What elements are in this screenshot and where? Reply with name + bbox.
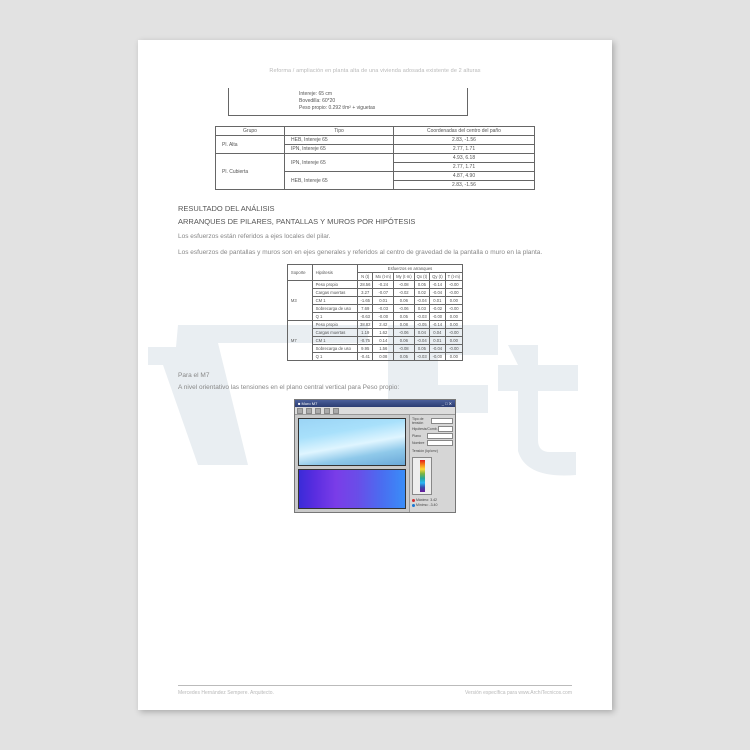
table-row: Sobrecarga de uso7.69-0.03-0.060.03-0.02… (287, 305, 462, 313)
canvas-area (295, 415, 409, 512)
table-row: Q 1-0.63-0.000.05-0.03-0.000.00 (287, 313, 462, 321)
table-row: Cargas muertas1.191.62-0.060.040.04-0.00 (287, 329, 462, 337)
page-footer: Mercedes Hernández Sempere. Arquitecto. … (178, 685, 572, 696)
table-row: Sobrecarga de uso9.951.56-0.080.05-0.04-… (287, 345, 462, 353)
color-legend (412, 457, 432, 495)
min-value: Mínimo: -3.40 (416, 503, 437, 507)
footer-left: Mercedes Hernández Sempere. Arquitecto. (178, 690, 274, 696)
table-row: CM 1-0.750.140.06-0.040.010.00 (287, 337, 462, 345)
table-row: Pl. CubiertaIPN, Intereje 654.93, 6.18 (216, 154, 535, 163)
window-title: ■ Muro M7 (298, 401, 317, 406)
col-header: Grupo (216, 127, 285, 136)
panel-label: Tipo de tensión (412, 417, 431, 425)
legend-title: Tensión (kp/cm²) (412, 449, 453, 453)
stress-plot-bottom (298, 469, 406, 509)
dropdown-field (427, 433, 453, 439)
dot-icon (412, 504, 415, 507)
page-content: Reforma / ampliación en planta alta de u… (178, 68, 572, 513)
legend-bar (420, 460, 425, 492)
toolbar-icon (297, 408, 303, 414)
window-titlebar: ■ Muro M7 _ □ ✕ (295, 400, 455, 407)
table-row: Q 1-0.410.080.05-0.03-0.000.00 (287, 353, 462, 361)
dropdown-field (427, 440, 453, 446)
paragraph: Para el M7 (178, 371, 572, 381)
col-header: Coordenadas del centro del paño (394, 127, 535, 136)
toolbar-icon (324, 408, 330, 414)
panel-label: Nombre (412, 441, 424, 445)
panel-label: Plano (412, 434, 421, 438)
spec-line: Bovedilla: 60*20 (299, 98, 467, 105)
table-row: M7Peso propio38.822.420.08-0.05-0.140.00 (287, 321, 462, 329)
page-header: Reforma / ampliación en planta alta de u… (178, 68, 572, 74)
software-screenshot: ■ Muro M7 _ □ ✕ Tipo de tensión Hipótesi… (294, 399, 456, 513)
table-row: Soporte Hipótesis Esfuerzos en arranques (287, 265, 462, 273)
section-heading: RESULTADO DEL ANÁLISIS (178, 204, 572, 213)
window-body: Tipo de tensión Hipótesis/Comb. Plano No… (295, 415, 455, 512)
table-row: M3Peso propio28.56-0.24-0.080.05-0.14-0.… (287, 281, 462, 289)
max-value: Máximo: 3.42 (416, 498, 437, 502)
spec-line: Peso propio: 0.292 t/m² + viguetas (299, 105, 467, 112)
spec-line: Intereje: 65 cm (299, 91, 467, 98)
paragraph: Los esfuerzos de pantallas y muros son e… (178, 248, 572, 258)
window-controls-icon: _ □ ✕ (442, 401, 452, 406)
legend-values: Máximo: 3.42 Mínimo: -3.40 (412, 498, 453, 508)
paragraph: Los esfuerzos están referidos a ejes loc… (178, 232, 572, 242)
dropdown-field (431, 418, 453, 424)
stress-plot-top (298, 418, 406, 466)
paragraph: A nivel orientativo las tensiones en el … (178, 383, 572, 393)
section-subheading: ARRANQUES DE PILARES, PANTALLAS Y MUROS … (178, 217, 572, 226)
toolbar-icon (315, 408, 321, 414)
window-toolbar (295, 407, 455, 415)
table-row: Grupo Tipo Coordenadas del centro del pa… (216, 127, 535, 136)
toolbar-icon (306, 408, 312, 414)
footer-right: Versión específica para www.ArchiTecnico… (465, 690, 572, 696)
table-row: Pl. AltaHEB, Intereje 652.83, -1.56 (216, 136, 535, 145)
panel-label: Hipótesis/Comb. (412, 427, 438, 431)
spec-box: Intereje: 65 cm Bovedilla: 60*20 Peso pr… (228, 88, 468, 116)
toolbar-icon (333, 408, 339, 414)
table-row: Cargas muertas3.27-0.07-0.020.02-0.04-0.… (287, 289, 462, 297)
coordinates-table: Grupo Tipo Coordenadas del centro del pa… (215, 126, 535, 190)
col-header: Tipo (285, 127, 394, 136)
side-panel: Tipo de tensión Hipótesis/Comb. Plano No… (409, 415, 455, 512)
dropdown-field (438, 426, 453, 432)
dot-icon (412, 499, 415, 502)
table-row: CM 1-1.650.010.06-0.040.010.00 (287, 297, 462, 305)
efforts-table: Soporte Hipótesis Esfuerzos en arranques… (287, 264, 463, 361)
document-page: Reforma / ampliación en planta alta de u… (138, 40, 612, 710)
